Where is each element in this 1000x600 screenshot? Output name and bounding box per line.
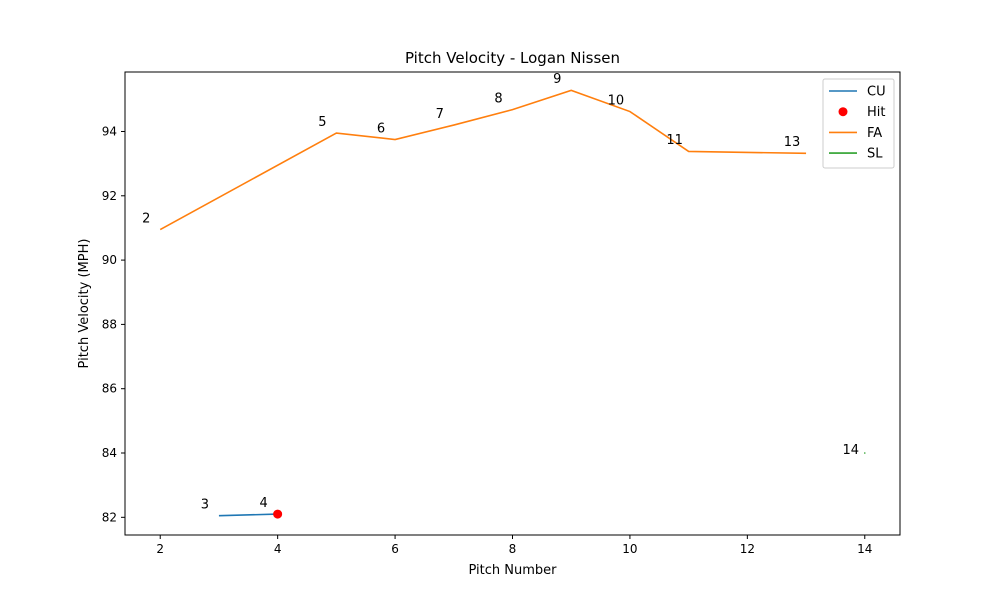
x-tick-label: 4 [274,542,282,556]
plot-area: 2 3 4 5 6 7 8 9 10 11 13 14 [142,72,866,519]
pitch-number-label: 4 [260,496,268,511]
series-line-cu [218,513,278,517]
x-tick-label: 8 [509,542,517,556]
x-axis-label: Pitch Number [468,563,557,578]
legend-label-hit: Hit [867,105,885,120]
x-tick-label: 14 [857,542,872,556]
y-tick-label: 92 [102,189,117,203]
pitch-number-label: 8 [494,91,502,106]
pitch-number-label: 13 [784,135,801,150]
series-point-sl [863,452,866,454]
x-tick-label: 2 [156,542,164,556]
pitch-number-label: 6 [377,121,385,136]
y-tick-label: 82 [102,510,117,524]
chart-title: Pitch Velocity - Logan Nissen [405,49,620,67]
y-axis-label: Pitch Velocity (MPH) [77,239,92,369]
series-line-fa [159,89,807,231]
legend: CU Hit FA SL [822,78,895,169]
pitch-number-label: 14 [842,443,859,458]
pitch-number-label: 5 [318,115,326,130]
legend-box [822,78,895,169]
pitch-number-label: 2 [142,211,150,226]
x-tick-label: 12 [740,542,755,556]
legend-label-fa: FA [867,126,882,141]
legend-label-sl: SL [867,147,883,162]
y-tick-label: 86 [102,382,117,396]
y-tick-label: 88 [102,317,117,331]
pitch-number-label: 3 [201,497,209,512]
x-tick-label: 6 [391,542,399,556]
y-tick-label: 94 [102,124,117,138]
pitch-number-label: 7 [436,107,444,122]
pitch-number-label: 9 [553,72,561,87]
scatter-point-hit [273,509,283,519]
pitch-number-label: 10 [608,93,625,108]
y-tick-label: 84 [102,446,117,460]
y-tick-label: 90 [102,253,117,267]
legend-label-cu: CU [867,85,886,100]
legend-marker-hit [838,107,848,117]
pitch-number-label: 11 [666,133,683,148]
x-tick-label: 10 [622,542,637,556]
